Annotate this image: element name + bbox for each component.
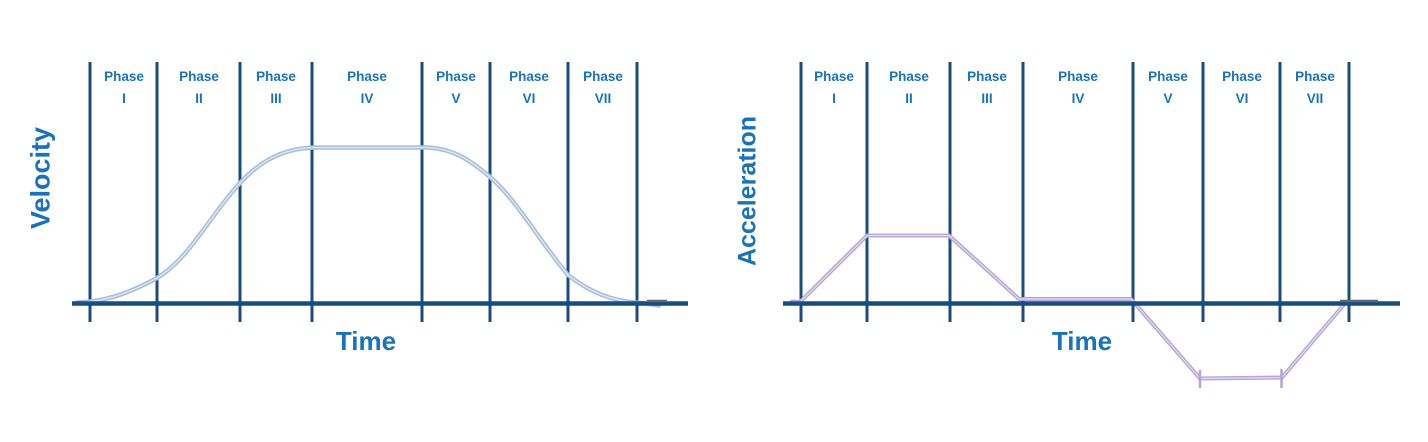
- phase-numeral: VII: [594, 91, 612, 106]
- phase-numeral: I: [832, 91, 836, 106]
- phase-word: Phase: [1148, 69, 1188, 84]
- left-phase-label-6: Phase VI: [509, 66, 549, 110]
- right-phase-label-7: Phase VII: [1295, 66, 1335, 110]
- velocity-chart: [72, 62, 688, 322]
- phase-word: Phase: [1058, 69, 1098, 84]
- phase-numeral: III: [981, 91, 993, 106]
- phase-word: Phase: [814, 69, 854, 84]
- phase-numeral: II: [195, 91, 203, 106]
- phase-word: Phase: [1222, 69, 1262, 84]
- phase-numeral: VII: [1306, 91, 1324, 106]
- left-time-axis-label: Time: [335, 326, 397, 356]
- velocity-curve: [74, 145, 662, 308]
- phase-numeral: IV: [360, 91, 374, 106]
- phase-numeral: I: [122, 91, 126, 106]
- acceleration-curve-highlight: [791, 234, 1345, 380]
- left-phase-label-5: Phase V: [436, 66, 476, 110]
- phase-numeral: V: [451, 91, 461, 106]
- right-phase-label-3: Phase III: [967, 66, 1007, 110]
- acceleration-axis-label: Acceleration: [733, 115, 762, 267]
- phase-numeral: IV: [1071, 91, 1085, 106]
- phase-word: Phase: [1295, 69, 1335, 84]
- phase-word: Phase: [889, 69, 929, 84]
- phase-word: Phase: [509, 69, 549, 84]
- right-time-axis-label: Time: [1051, 326, 1113, 356]
- velocity-axis-label: Velocity: [25, 126, 56, 230]
- left-phase-label-2: Phase II: [179, 66, 219, 110]
- right-phase-label-5: Phase V: [1148, 66, 1188, 110]
- phase-word: Phase: [583, 69, 623, 84]
- left-phase-label-1: Phase I: [104, 66, 144, 110]
- phase-numeral: II: [905, 91, 913, 106]
- velocity-curve-highlight: [76, 146, 637, 304]
- phase-numeral: V: [1163, 91, 1173, 106]
- left-phase-label-7: Phase VII: [583, 66, 623, 110]
- phase-word: Phase: [256, 69, 296, 84]
- phase-word: Phase: [179, 69, 219, 84]
- right-phase-label-2: Phase II: [889, 66, 929, 110]
- phase-word: Phase: [104, 69, 144, 84]
- left-phase-label-3: Phase III: [256, 66, 296, 110]
- phase-word: Phase: [967, 69, 1007, 84]
- phase-word: Phase: [436, 69, 476, 84]
- phase-numeral: VI: [522, 91, 536, 106]
- acceleration-curve: [790, 233, 1346, 381]
- acceleration-chart: [783, 62, 1400, 388]
- right-phase-label-6: Phase VI: [1222, 66, 1262, 110]
- right-phase-label-1: Phase I: [814, 66, 854, 110]
- phase-numeral: III: [270, 91, 282, 106]
- left-phase-label-4: Phase IV: [347, 66, 387, 110]
- phase-word: Phase: [347, 69, 387, 84]
- phase-numeral: VI: [1235, 91, 1249, 106]
- right-phase-label-4: Phase IV: [1058, 66, 1098, 110]
